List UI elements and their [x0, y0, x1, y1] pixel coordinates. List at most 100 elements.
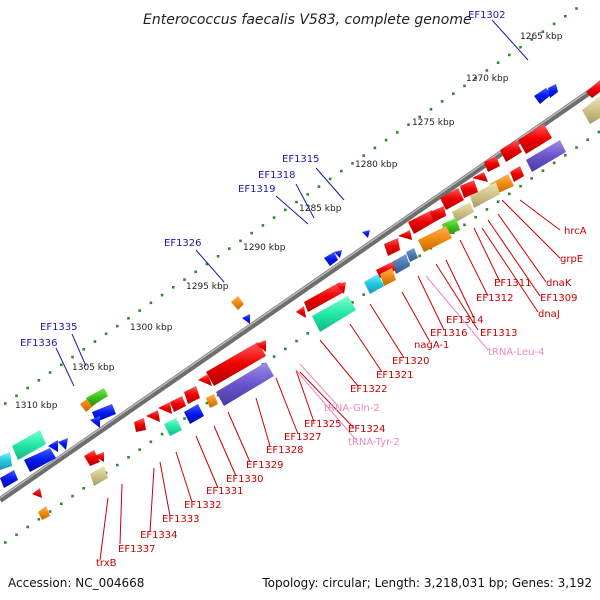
gene-feature[interactable] — [392, 254, 410, 274]
gene-feature[interactable] — [408, 210, 438, 234]
gene-feature[interactable] — [472, 172, 488, 182]
gene-feature[interactable] — [364, 274, 384, 294]
gene-feature[interactable] — [0, 452, 12, 470]
gene-feature[interactable] — [586, 80, 600, 98]
gene-feature[interactable] — [86, 388, 108, 406]
gene-feature[interactable] — [384, 238, 400, 256]
gene-feature[interactable] — [90, 416, 100, 428]
gene-feature[interactable] — [534, 88, 552, 104]
gene-feature[interactable] — [206, 394, 218, 408]
gene-feature[interactable] — [452, 202, 474, 222]
gene-feature[interactable] — [518, 124, 552, 154]
gene-feature[interactable] — [134, 418, 146, 432]
feature-label-trxb[interactable]: trxB — [96, 558, 117, 569]
gene-feature[interactable] — [582, 96, 600, 124]
feature-label-naga-1[interactable]: nagA-1 — [414, 340, 449, 351]
feature-label-trna-gln-2[interactable]: tRNA-Gln-2 — [324, 403, 380, 414]
scale-labels: 1265 kbp 1270 kbp 1275 kbp 1280 kbp 1285… — [15, 32, 563, 411]
feature-label-ef1311[interactable]: EF1311 — [494, 278, 532, 289]
feature-label-ef1318[interactable]: EF1318 — [258, 170, 296, 181]
feature-label-ef1326[interactable]: EF1326 — [164, 238, 202, 249]
gene-feature[interactable] — [24, 448, 56, 472]
gene-feature[interactable] — [184, 404, 204, 424]
gene-feature[interactable] — [510, 166, 524, 182]
feature-label-ef1322[interactable]: EF1322 — [350, 384, 388, 395]
gene-feature[interactable] — [32, 488, 42, 498]
feature-label-ef1329[interactable]: EF1329 — [246, 460, 284, 471]
gene-feature[interactable] — [484, 156, 500, 172]
gene-feature[interactable] — [312, 296, 356, 332]
gene-feature[interactable] — [242, 314, 250, 324]
feature-label-ef1325[interactable]: EF1325 — [304, 419, 342, 430]
feature-label-ef1320[interactable]: EF1320 — [392, 356, 430, 367]
feature-label-ef1332[interactable]: EF1332 — [184, 500, 222, 511]
gene-feature[interactable] — [12, 430, 46, 460]
gene-feature[interactable] — [38, 506, 50, 520]
gene-feature[interactable] — [216, 362, 274, 406]
gene-feature[interactable] — [380, 268, 396, 286]
gene-feature[interactable] — [94, 452, 104, 462]
scale-tick — [362, 154, 365, 157]
gene-feature[interactable] — [48, 440, 58, 452]
feature-label-ef1321[interactable]: EF1321 — [376, 370, 414, 381]
gene-feature[interactable] — [206, 342, 266, 386]
gene-feature[interactable] — [296, 306, 306, 318]
feature-label-trna-tyr-2[interactable]: tRNA-Tyr-2 — [348, 437, 400, 448]
gene-feature[interactable] — [460, 180, 478, 198]
gene-feature[interactable] — [440, 188, 464, 210]
feature-label-dnaj[interactable]: dnaJ — [538, 309, 560, 320]
gene-feature[interactable] — [418, 226, 452, 252]
gene-feature[interactable] — [398, 230, 412, 240]
feature-label-ef1331[interactable]: EF1331 — [206, 486, 244, 497]
feature-label-ef1333[interactable]: EF1333 — [162, 514, 200, 525]
gene-feature[interactable] — [470, 182, 500, 208]
feature-label-ef1335[interactable]: EF1335 — [40, 322, 78, 333]
feature-label-ef1328[interactable]: EF1328 — [266, 445, 304, 456]
feature-label-ef1324[interactable]: EF1324 — [348, 424, 386, 435]
feature-label-ef1315[interactable]: EF1315 — [282, 154, 320, 165]
feature-label-trna-leu-4[interactable]: tRNA-Leu-4 — [488, 347, 544, 358]
feature-label-ef1314[interactable]: EF1314 — [446, 315, 484, 326]
gene-feature[interactable] — [0, 470, 18, 488]
feature-label-ef1316[interactable]: EF1316 — [430, 328, 468, 339]
gene-feature[interactable] — [500, 140, 522, 162]
gene-feature[interactable] — [526, 140, 566, 172]
feature-label-ef1330[interactable]: EF1330 — [226, 474, 264, 485]
gene-feature[interactable] — [58, 438, 68, 450]
scale-tick — [519, 45, 522, 49]
scale-tick — [586, 138, 589, 141]
feature-label-ef1319[interactable]: EF1319 — [238, 184, 276, 195]
gene-feature[interactable] — [146, 410, 160, 422]
gene-feature[interactable] — [90, 466, 108, 486]
gene-feature[interactable] — [548, 84, 558, 98]
feature-label-dnak[interactable]: dnaK — [546, 278, 572, 289]
gene-feature[interactable] — [84, 450, 100, 466]
gene-feature[interactable] — [256, 340, 266, 352]
gene-feature[interactable] — [164, 418, 182, 436]
feature-label-ef1302[interactable]: EF1302 — [468, 10, 506, 21]
feature-label-ef1312[interactable]: EF1312 — [476, 293, 514, 304]
scale-tick — [261, 224, 265, 227]
gene-feature[interactable] — [170, 396, 186, 412]
gene-feature[interactable] — [198, 374, 212, 386]
feature-label-hrca[interactable]: hrcA — [564, 226, 587, 237]
scale-tick — [306, 193, 309, 196]
feature-label-ef1327[interactable]: EF1327 — [284, 432, 322, 443]
scale-tick — [351, 301, 354, 304]
feature-label-ef1337[interactable]: EF1337 — [118, 544, 156, 555]
gene-feature[interactable] — [406, 248, 418, 262]
feature-label-grpe[interactable]: grpE — [560, 254, 583, 265]
feature-label-ef1336[interactable]: EF1336 — [20, 338, 58, 349]
gene-feature[interactable] — [336, 282, 346, 294]
gene-feature[interactable] — [430, 206, 446, 222]
gene-feature[interactable] — [334, 250, 342, 258]
feature-label-ef1313[interactable]: EF1313 — [480, 328, 518, 339]
gene-feature[interactable] — [184, 386, 200, 404]
feature-label-ef1309[interactable]: EF1309 — [540, 293, 578, 304]
feature-label-ef1334[interactable]: EF1334 — [140, 530, 178, 541]
gene-feature[interactable] — [304, 282, 344, 312]
gene-feature[interactable] — [324, 252, 338, 266]
gene-feature[interactable] — [362, 230, 370, 238]
gene-feature[interactable] — [231, 296, 244, 310]
gene-feature[interactable] — [158, 402, 172, 414]
